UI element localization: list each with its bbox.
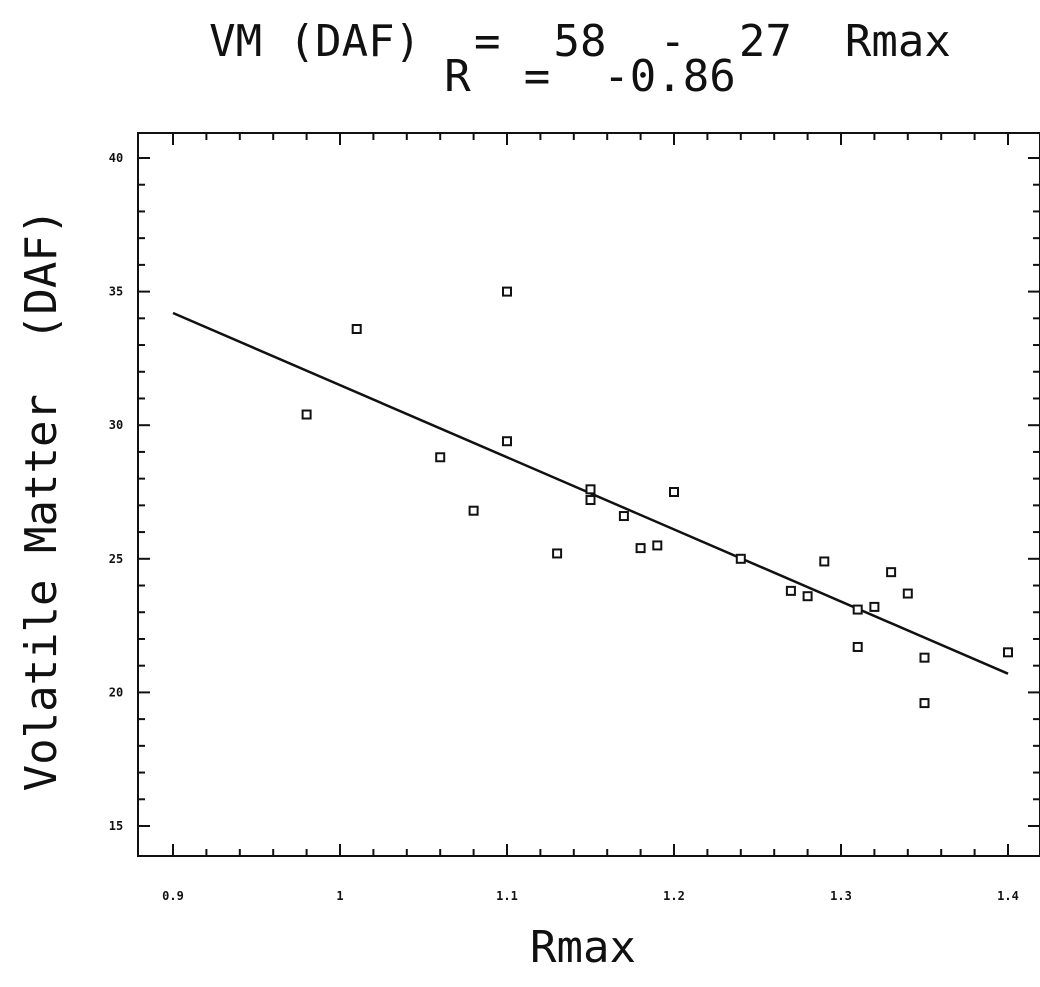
data-point [735,553,746,564]
data-point [301,409,312,420]
data-point [1003,647,1013,658]
x-tick-label: 1.3 [830,889,852,903]
y-tick-label: 40 [109,151,123,165]
y-axis-ticks [138,157,1040,827]
data-point [585,495,596,506]
x-tick-label: 1.2 [663,889,685,903]
chart-title-line2: R = -0.86 [444,51,735,102]
data-point [852,604,863,615]
y-tick-label: 35 [109,285,123,299]
data-point [802,591,813,602]
data-point [869,601,880,612]
x-tick-label: 0.9 [162,889,184,903]
data-point [618,511,629,522]
x-axis-ticks [172,133,1009,856]
data-point [852,641,863,652]
data-point [635,543,646,554]
data-point [902,588,913,599]
y-tick-label: 15 [109,819,123,833]
data-points [301,286,1013,709]
y-axis-label: Volatile Matter (DAF) [16,209,67,792]
data-point [552,548,563,559]
data-point [919,698,930,709]
x-axis-label: Rmax [530,922,636,973]
y-tick-label: 30 [109,418,123,432]
x-tick-label: 1 [336,889,343,903]
y-tick-label: 20 [109,685,123,699]
x-tick-label: 1.1 [496,889,518,903]
x-axis-tick-labels: 0.9 1 1.1 1.2 1.3 1.4 [162,889,1019,903]
y-tick-label: 25 [109,552,123,566]
data-point [502,436,512,447]
data-point [502,286,512,297]
plot-frame [137,132,1040,857]
data-point [785,585,796,596]
data-point [435,452,446,463]
data-point [669,487,679,497]
data-point [468,505,479,516]
x-tick-label: 1.4 [997,889,1019,903]
data-point [652,540,663,551]
data-point [351,324,362,335]
data-point [919,652,930,663]
y-axis-tick-labels: 15 20 25 30 35 40 [109,151,123,833]
data-point [585,484,596,495]
data-point [819,556,830,567]
chart-title-line1: VM (DAF) = 58 - 27 Rmax [209,16,951,67]
data-point [886,567,897,578]
